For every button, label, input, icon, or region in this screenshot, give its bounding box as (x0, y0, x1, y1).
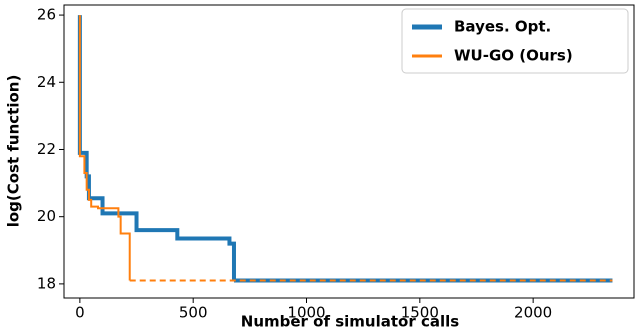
legend-label: WU-GO (Ours) (454, 47, 573, 65)
x-axis-label: Number of simulator calls (241, 313, 459, 330)
x-tick-label: 2000 (514, 304, 552, 322)
x-tick-label: 1500 (401, 304, 439, 322)
x-tick-label: 1000 (287, 304, 325, 322)
x-tick-label: 0 (75, 304, 85, 322)
plot-frame (63, 4, 635, 299)
legend-label: Bayes. Opt. (454, 18, 551, 36)
y-tick-label: 22 (37, 140, 56, 158)
y-tick-label: 26 (37, 6, 56, 24)
x-tick-label: 500 (179, 304, 208, 322)
y-tick-label: 24 (37, 73, 56, 91)
y-tick-label: 20 (37, 207, 56, 225)
legend-box (401, 8, 629, 74)
series-line (77, 15, 236, 281)
y-tick-label: 18 (37, 274, 56, 292)
series-line (78, 15, 131, 281)
y-axis-label: log(Cost function) (5, 75, 23, 228)
